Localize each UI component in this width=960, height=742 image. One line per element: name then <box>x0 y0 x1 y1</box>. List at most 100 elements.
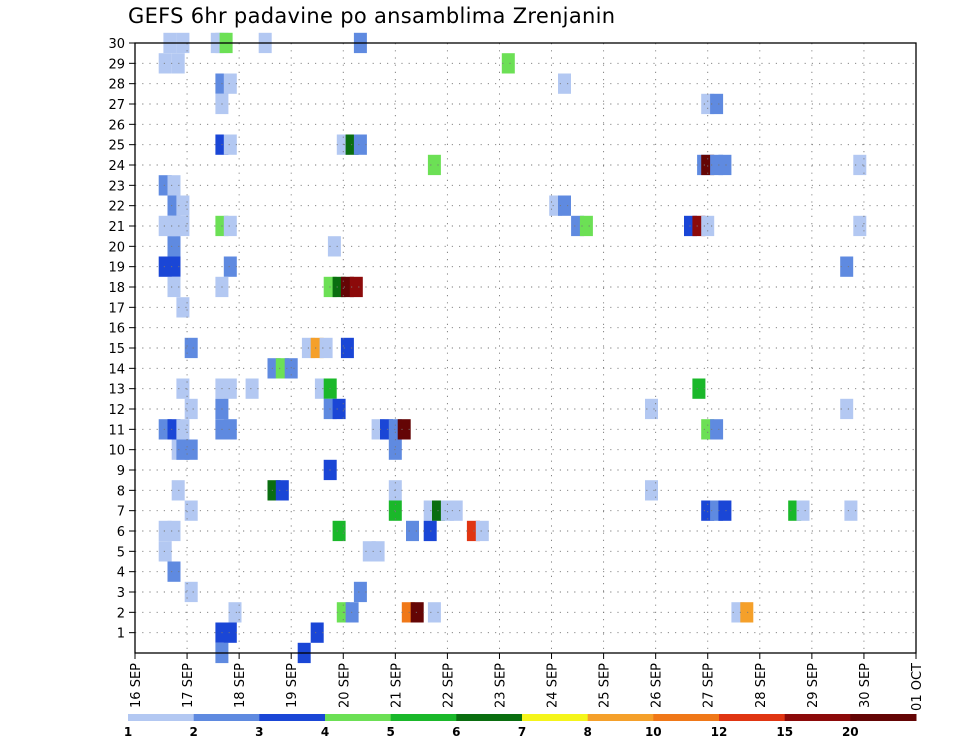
legend-swatch <box>193 714 260 721</box>
x-tick-label: 30 SEP <box>858 663 873 708</box>
x-tick-label: 24 SEP <box>546 663 561 708</box>
heatmap-cell <box>332 520 346 542</box>
heatmap-cell <box>475 520 489 542</box>
heatmap-cell <box>275 480 289 501</box>
x-tick-label: 29 SEP <box>806 663 821 708</box>
heatmap-cell <box>840 256 854 277</box>
x-tick-label: 26 SEP <box>650 663 665 708</box>
chart-title: GEFS 6hr padavine po ansamblima Zrenjani… <box>128 4 616 28</box>
y-tick-label: 22 <box>108 200 125 215</box>
heatmap-cell <box>579 215 593 237</box>
heatmap-cell <box>718 154 732 176</box>
y-tick-label: 25 <box>108 139 125 154</box>
heatmap-cell <box>853 215 867 237</box>
heatmap-cell <box>158 541 172 562</box>
y-tick-label: 4 <box>117 566 125 581</box>
y-tick-label: 18 <box>108 281 125 296</box>
y-tick-label: 23 <box>108 179 125 194</box>
heatmap-cell <box>410 602 424 623</box>
legend-label: 2 <box>190 725 198 739</box>
y-tick-label: 30 <box>108 37 125 52</box>
heatmap-cell <box>167 561 181 582</box>
heatmap-cell <box>558 195 571 216</box>
heatmap-cell <box>853 154 867 176</box>
x-tick-label: 17 SEP <box>181 663 196 708</box>
heatmap-cell <box>228 602 242 623</box>
legend-label: 10 <box>645 725 662 739</box>
heatmap-cell <box>223 215 237 237</box>
legend-swatch <box>325 714 392 721</box>
x-tick-label: 16 SEP <box>129 663 144 708</box>
legend-label: 7 <box>518 725 526 739</box>
legend-label: 8 <box>584 725 592 739</box>
legend-label: 15 <box>776 725 793 739</box>
x-tick-label: 18 SEP <box>233 663 248 708</box>
legend-swatch <box>128 714 195 721</box>
heatmap-cell <box>184 398 198 420</box>
heatmap-cell <box>332 398 346 420</box>
heatmap-cell <box>645 480 658 501</box>
plot-frame <box>134 42 917 654</box>
y-tick-label: 19 <box>108 261 125 276</box>
heatmap-cell <box>184 337 198 359</box>
heatmap-cell <box>353 581 367 603</box>
x-tick-label: 23 SEP <box>493 663 508 708</box>
legend-swatch <box>456 714 523 721</box>
x-tick-label: 28 SEP <box>754 663 769 708</box>
y-tick-label: 7 <box>117 505 125 520</box>
y-tick-label: 3 <box>117 586 125 601</box>
x-tick-label: 20 SEP <box>337 663 352 708</box>
heatmap-cell <box>840 398 854 420</box>
heatmap-cell <box>371 541 385 562</box>
legend-swatch <box>784 714 851 721</box>
heatmap-cell <box>184 500 198 521</box>
legend-label: 4 <box>321 725 329 739</box>
heatmap-cell <box>167 236 181 257</box>
heatmap-cell <box>406 520 419 542</box>
y-tick-label: 14 <box>108 362 125 377</box>
heatmap-cell <box>176 378 190 399</box>
heatmap-cells <box>158 32 867 664</box>
heatmap-cell <box>501 53 515 74</box>
heatmap-cell <box>223 419 237 440</box>
y-tick-label: 13 <box>108 383 125 398</box>
legend-label: 1 <box>124 725 132 739</box>
heatmap-cell <box>158 53 172 74</box>
heatmap-cell <box>167 520 181 542</box>
heatmap-cell <box>701 215 715 237</box>
heatmap-cell <box>718 500 732 521</box>
heatmap-cell <box>645 398 658 420</box>
heatmap-cell <box>397 419 411 440</box>
legend-swatch <box>390 714 457 721</box>
grid-lines <box>134 42 917 653</box>
legend-swatch <box>522 714 589 721</box>
heatmap-cell <box>245 378 259 399</box>
heatmap-cell <box>223 622 237 643</box>
legend-swatch <box>587 714 654 721</box>
x-tick-label: 21 SEP <box>389 663 404 708</box>
heatmap-cell <box>176 195 190 216</box>
y-tick-label: 11 <box>108 423 125 438</box>
heatmap-cell <box>176 419 190 440</box>
legend-label: 3 <box>255 725 263 739</box>
heatmap-cell <box>710 419 724 440</box>
y-tick-label: 6 <box>117 525 125 540</box>
heatmap-cell <box>319 337 333 359</box>
legend-swatch <box>850 714 917 721</box>
y-tick-label: 10 <box>108 444 125 459</box>
x-tick-label: 01 OCT <box>910 663 925 711</box>
heatmap-cell <box>223 378 237 399</box>
y-tick-label: 9 <box>117 464 125 479</box>
y-axis-ticks: 1234567891011121314151617181920212223242… <box>108 37 135 642</box>
y-tick-label: 27 <box>108 98 125 113</box>
x-tick-label: 19 SEP <box>285 663 300 708</box>
heatmap-cell <box>167 256 181 277</box>
y-tick-label: 17 <box>108 301 125 316</box>
heatmap-cell <box>176 215 190 237</box>
heatmap-cell <box>449 500 463 521</box>
x-axis-ticks: 16 SEP 17 SEP 18 SEP 19 SEP 20 SEP 21 SEP 22 S… <box>129 653 925 711</box>
heatmap-cell <box>844 500 858 521</box>
y-tick-label: 15 <box>108 342 125 357</box>
heatmap-cell <box>353 134 367 155</box>
